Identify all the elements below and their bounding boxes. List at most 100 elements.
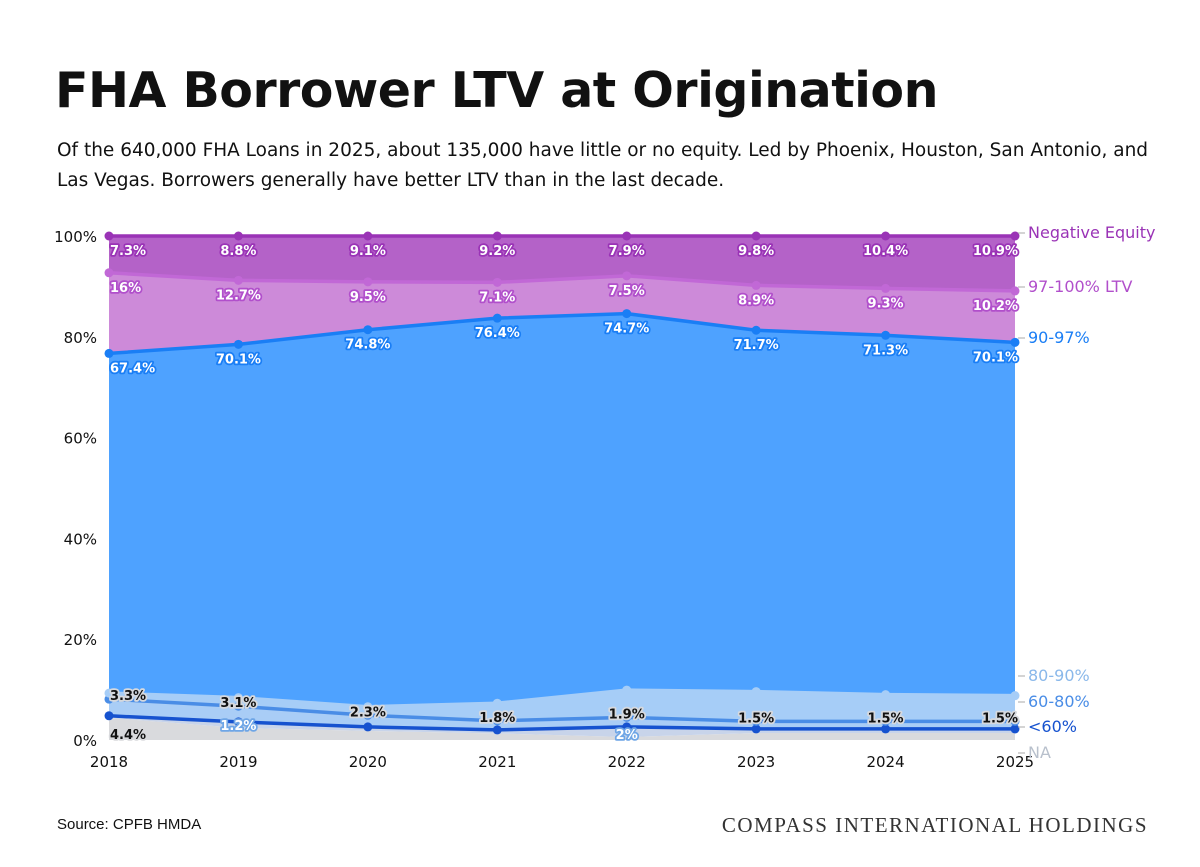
data-point [492,231,502,241]
legend-label: 60-80% [1028,692,1090,711]
data-label: 7.5% [609,284,645,299]
data-point [104,231,114,241]
data-point [363,702,373,712]
data-point [104,688,114,698]
data-point [622,685,632,695]
data-label: 2.3% [350,705,386,720]
y-tick-label: 60% [64,430,97,448]
data-label: 70.1% [973,350,1018,365]
data-point [881,330,891,340]
data-point [492,313,502,323]
data-point [104,268,114,278]
line-60-80- [108,697,1015,724]
area-90-97- [109,313,1015,707]
data-label: 10.9% [973,244,1018,259]
data-label: 74.8% [345,338,390,353]
data-label: 9.1% [350,244,386,259]
data-point [881,716,891,726]
data-label: 10.2% [973,299,1018,314]
data-label: 7.9% [609,244,645,259]
data-point [363,325,373,335]
data-label: 9.3% [868,296,904,311]
data-point [1010,231,1020,241]
x-tick-label: 2020 [349,753,387,771]
line-80-90- [108,688,1016,709]
data-point [492,698,502,708]
data-point [363,722,373,732]
x-tick-label: 2019 [219,753,257,771]
y-tick-label: 100% [54,228,97,246]
data-point [1010,716,1020,726]
x-tick-label: 2024 [866,753,904,771]
data-point [233,701,243,711]
data-label: 71.3% [863,343,908,358]
area--60- [109,715,1015,737]
x-tick-label: 2023 [737,753,775,771]
data-label: 76.4% [475,326,520,341]
data-label: 4.4% [110,728,146,743]
data-point [1010,286,1020,296]
area-80-90- [109,690,1015,722]
legend-label: 80-90% [1028,666,1090,685]
data-label: 74.7% [604,322,649,337]
data-point [233,231,243,241]
data-label: 1.2% [220,719,256,734]
data-point [751,325,761,335]
data-point [363,231,373,241]
data-label: 9.5% [350,290,386,305]
y-tick-label: 20% [64,631,97,649]
data-label: 16% [110,281,141,296]
data-point [233,717,243,727]
legend-label: <60% [1028,717,1077,736]
legend-label: NA [1028,743,1051,762]
line--60- [108,714,1015,732]
x-tick-label: 2018 [90,753,128,771]
data-point [233,693,243,703]
legend-label: Negative Equity [1028,223,1155,242]
data-point [881,283,891,293]
data-point [363,710,373,720]
data-label: 3.1% [220,696,256,711]
data-label: 67.4% [110,361,155,376]
data-label: 1.5% [982,711,1018,726]
data-point [751,280,761,290]
data-point [622,271,632,281]
legend-label: 97-100% LTV [1028,277,1132,296]
data-point [104,348,114,358]
data-point [622,712,632,722]
data-label: 10.4% [863,244,908,259]
data-point [751,724,761,734]
chart-subtitle: Of the 640,000 FHA Loans in 2025, about … [57,140,1149,191]
data-point [622,722,632,732]
data-point [1010,691,1020,701]
y-tick-label: 40% [64,530,97,548]
x-tick-label: 2021 [478,753,516,771]
data-label: 3.3% [110,689,146,704]
data-point [492,716,502,726]
y-tick-label: 80% [64,329,97,347]
data-point [233,275,243,285]
x-tick-label: 2025 [996,753,1034,771]
data-point [751,687,761,697]
data-point [1010,724,1020,734]
data-label: 12.7% [216,288,261,303]
data-label: 71.7% [734,338,779,353]
data-point [363,277,373,287]
data-label: 7.3% [110,244,146,259]
data-point [492,725,502,735]
data-label: 9.8% [738,244,774,259]
data-point [881,724,891,734]
chart-title: FHA Borrower LTV at Origination [55,62,938,119]
data-point [104,711,114,721]
area-negative-equity [109,236,1015,291]
data-point [233,339,243,349]
brand-logo-text: COMPASS INTERNATIONAL HOLDINGS [721,813,1148,837]
data-point [881,231,891,241]
data-point [751,716,761,726]
source-note: Source: CPFB HMDA [57,816,202,833]
x-tick-label: 2022 [608,753,646,771]
data-label: 8.9% [738,293,774,308]
data-point [622,309,632,319]
data-point [492,277,502,287]
